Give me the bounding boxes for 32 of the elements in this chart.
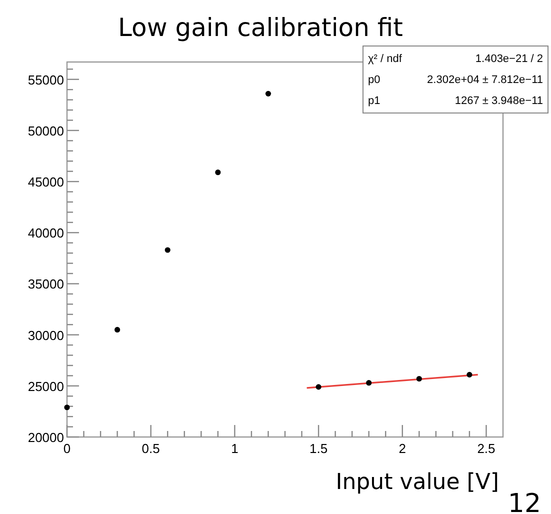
annotation: χ² / ndf [368,53,403,65]
point [416,376,422,382]
point [316,384,322,390]
y-tick-label: 50000 [28,123,64,138]
y-tick-label: 35000 [28,276,64,292]
point [466,372,472,378]
point [366,380,372,386]
point [114,326,120,333]
x-tick-label: 2.5 [477,441,496,456]
y-tick-label: 55000 [28,72,64,88]
annotation: 2.302e+04 ± 7.812e−11 [427,74,543,86]
point [64,404,70,410]
y-tick-label: 30000 [28,328,64,343]
x-tick-label: 1.5 [310,441,328,456]
annotation: 1267 ± 3.948e−11 [454,95,543,107]
y-tick-label: 40000 [28,226,64,241]
x-tick-label: 0 [63,441,71,456]
annotation: p0 [368,74,380,86]
chart-title: Low gain calibration fit [118,13,404,42]
x-tick-label: 0.5 [142,441,160,456]
x-tick-label: 1 [231,441,238,456]
annotation: p1 [368,95,380,107]
y-tick-label: 20000 [28,430,64,445]
point [164,247,170,253]
y-tick-label: 25000 [28,378,64,394]
text: 12 [508,489,541,514]
y-tick-label: 45000 [28,174,64,190]
point [265,90,272,96]
x-axis-title: Input value [V] [336,470,499,495]
x-tick-label: 2 [398,441,406,456]
annotation: 1.403e−21 / 2 [475,53,543,65]
point [215,170,221,176]
